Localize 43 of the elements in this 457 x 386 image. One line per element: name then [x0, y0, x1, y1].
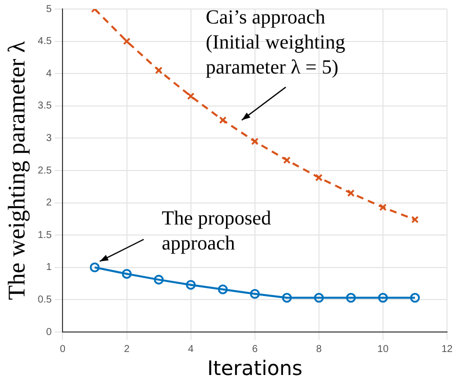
x-tick-label: 2 — [124, 344, 130, 355]
point — [314, 292, 324, 303]
x-axis-title: Iterations — [207, 356, 302, 380]
point — [154, 274, 164, 285]
point — [315, 174, 323, 182]
y-tick-label: 1 — [46, 262, 52, 274]
x-tick-label: 8 — [316, 344, 322, 355]
x-tick-label: 4 — [188, 344, 194, 355]
y-tick-label: 0.5 — [38, 294, 52, 306]
y-tick-label: 2.5 — [38, 165, 52, 176]
point — [155, 66, 163, 74]
point — [123, 38, 130, 46]
y-tick-label: 3.5 — [38, 100, 52, 112]
point — [378, 292, 388, 303]
point — [187, 92, 195, 100]
y-tick-label: 0 — [46, 326, 52, 338]
annotation: Cai’s approach (Initial weighting parameter λ = 5) — [206, 6, 346, 78]
point — [219, 116, 227, 124]
point — [218, 284, 228, 294]
y-tick-label: 2 — [46, 198, 52, 209]
y-tick-label: 4 — [46, 68, 52, 80]
point — [90, 262, 100, 272]
y-tick-label: 3 — [46, 132, 52, 144]
x-tick-label: 12 — [441, 344, 453, 355]
y-tick-label: 4.5 — [38, 36, 52, 48]
point — [283, 156, 291, 164]
point — [347, 189, 355, 197]
y-tick-label: 1.5 — [38, 230, 52, 241]
point — [250, 288, 260, 299]
x-tick-label: 10 — [377, 344, 389, 355]
point — [186, 280, 196, 290]
point — [122, 268, 132, 279]
x-tick-label: 6 — [252, 344, 258, 355]
y-tick-label: 5 — [46, 4, 52, 15]
point — [282, 292, 292, 303]
x-tick-label: 0 — [60, 344, 66, 355]
point — [411, 216, 419, 224]
point — [251, 138, 259, 146]
point — [410, 292, 420, 303]
annotation: The proposed approach — [162, 208, 272, 255]
y-axis-title: The weighting parameter λ — [4, 40, 31, 300]
point — [379, 204, 387, 212]
point — [346, 292, 356, 303]
